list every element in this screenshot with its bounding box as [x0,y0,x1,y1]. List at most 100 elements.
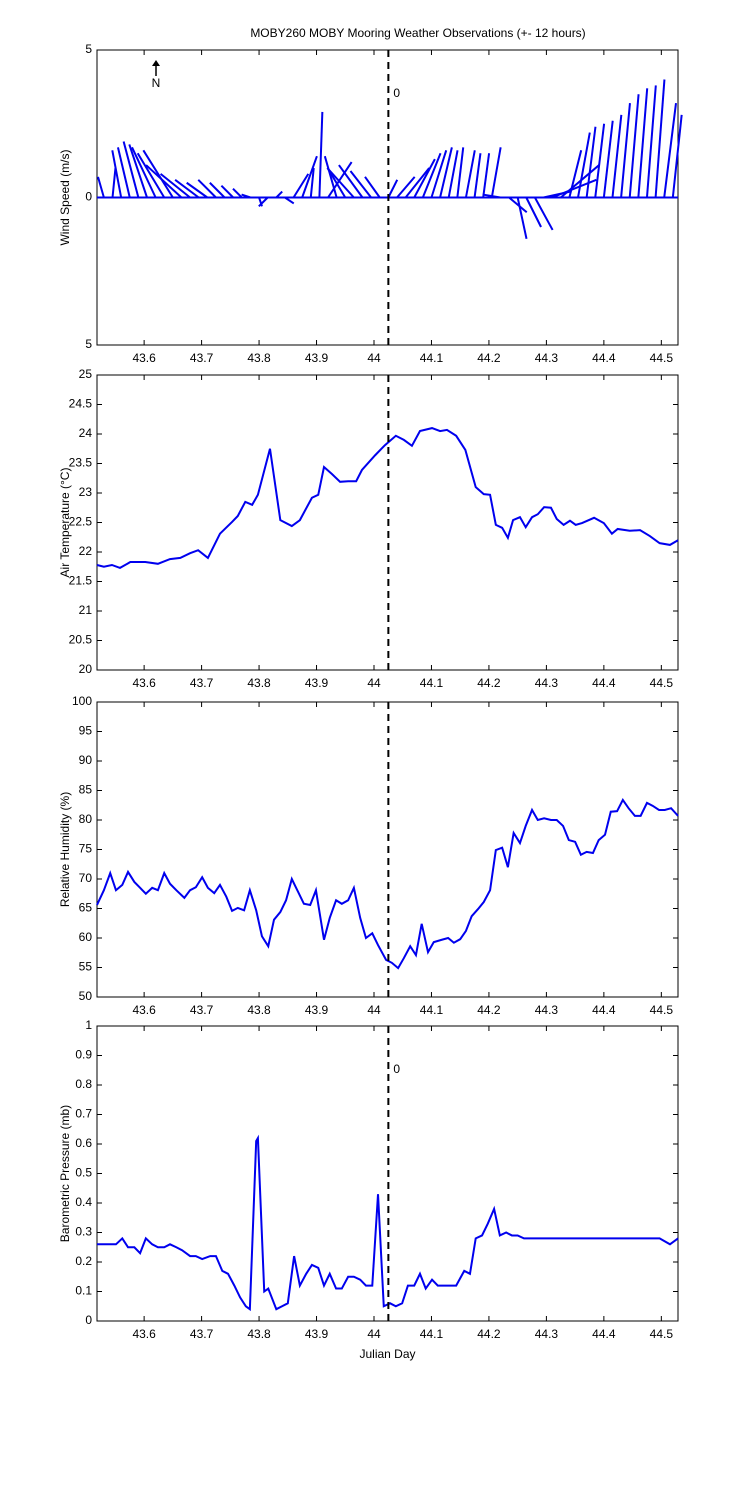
wind-stick [645,85,657,198]
wind-stick [585,126,597,198]
wind-stick [349,170,372,199]
x-tick-label: 44.4 [592,351,616,365]
x-tick-label: 44.1 [420,676,444,690]
wind-stick [516,197,528,240]
y-tick-label: 55 [79,960,93,974]
y-tick-label: 23 [79,485,93,499]
x-tick-label: 44.3 [535,1327,559,1341]
wind-stick [482,193,501,199]
wind-stick [421,152,442,198]
wind-stick [111,150,123,198]
wind-stick [258,196,269,208]
y-tick-label: 5 [85,337,92,351]
x-tick-label: 43.8 [247,351,271,365]
y-tick-label: 85 [79,783,93,797]
y-tick-label: 70 [79,871,93,885]
y-tick-label: 0.5 [75,1166,92,1180]
x-tick-label: 44.4 [592,676,616,690]
wind-stick [142,149,174,199]
x-tick-label: 44.5 [650,1327,674,1341]
figure-title: MOBY260 MOBY Mooring Weather Observation… [250,26,585,40]
y-tick-label: 25 [79,367,93,381]
annotation: 0 [393,1062,400,1076]
wind-stick [275,190,283,199]
wind-stick [338,164,364,199]
x-tick-label: 43.8 [247,1327,271,1341]
wind-stick [654,79,666,198]
x-axis-label: Julian Day [359,1347,415,1361]
wind-stick [97,176,105,198]
x-tick-label: 44.2 [477,1003,501,1017]
y-axis-label: Air Temperature (°C) [58,468,72,578]
annotation: 0 [393,86,400,100]
wind-stick [241,193,251,199]
y-tick-label: 50 [79,989,93,1003]
x-tick-label: 44.3 [535,676,559,690]
y-tick-label: 24.5 [69,397,93,411]
wind-stick [620,103,631,198]
data-line [96,427,679,570]
x-tick-label: 43.9 [305,676,329,690]
wind-stick [568,150,583,198]
wind-stick [145,164,183,199]
y-tick-label: 5 [85,42,92,56]
wind-stick [464,150,476,198]
x-tick-label: 44.2 [477,676,501,690]
x-tick-label: 43.7 [190,351,214,365]
wind-stick [396,176,416,199]
wind-stick [404,167,430,199]
y-axis-label: Barometric Pressure (mb) [58,1105,72,1242]
wind-stick [174,179,200,199]
x-tick-label: 43.6 [132,1327,156,1341]
wind-stick [136,152,166,199]
x-tick-label: 43.8 [247,676,271,690]
wind-stick [602,120,614,198]
wind-stick [663,102,677,198]
y-tick-label: 21 [79,603,93,617]
x-tick-label: 44.5 [650,676,674,690]
x-tick-label: 44.1 [420,351,444,365]
wind-stick [611,114,623,198]
wind-stick [159,173,191,199]
wind-stick [318,111,324,198]
x-tick-label: 43.7 [190,676,214,690]
data-line [96,798,679,970]
x-tick-label: 44 [367,676,381,690]
wind-stick [220,184,234,199]
y-tick-label: 0.1 [75,1284,92,1298]
x-tick-label: 44.5 [650,1003,674,1017]
x-tick-label: 43.9 [305,351,329,365]
wind-stick [232,187,243,199]
north-arrow-head [152,60,160,66]
wind-stick [131,146,157,198]
y-tick-label: 0.3 [75,1225,92,1239]
wind-stick [309,167,315,198]
y-tick-label: 0.7 [75,1107,92,1121]
wind-stick [292,173,310,199]
wind-stick [301,155,318,198]
wind-stick [525,197,542,228]
wind-stick [508,196,528,214]
y-tick-label: 0 [85,190,92,204]
wind-stick [326,167,355,199]
wind-stick [327,161,353,199]
x-tick-label: 43.6 [132,676,156,690]
wind-stick [413,158,436,198]
wind-stick [439,147,453,198]
data-line [97,1134,679,1312]
y-tick-label: 22 [79,544,93,558]
wind-stick [128,144,148,198]
x-tick-label: 43.7 [190,1003,214,1017]
wind-stick [456,147,465,198]
wind-stick [671,114,683,198]
x-tick-label: 43.6 [132,1003,156,1017]
wind-stick [637,88,649,198]
x-tick-label: 44.5 [650,351,674,365]
wind-stick [186,181,208,199]
y-tick-label: 0.2 [75,1254,92,1268]
wind-stick [116,147,131,198]
x-tick-label: 43.9 [305,1327,329,1341]
wind-stick [284,196,295,205]
y-tick-label: 60 [79,930,93,944]
